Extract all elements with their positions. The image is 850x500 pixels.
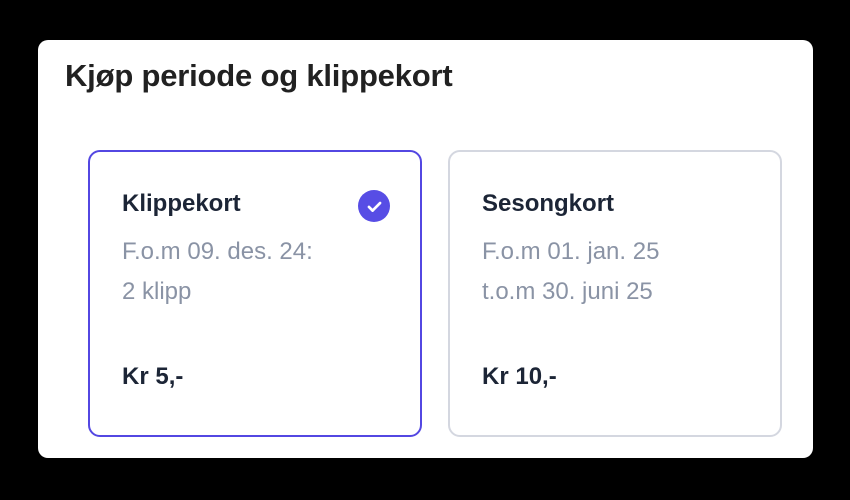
option-card-sesongkort[interactable]: Sesongkort F.o.m 01. jan. 25 t.o.m 30. j… [448, 150, 782, 437]
ticket-options: Klippekort F.o.m 09. des. 24: 2 klipp Kr… [88, 150, 782, 437]
checkmark-icon [358, 190, 390, 222]
purchase-panel: Kjøp periode og klippekort Klippekort F.… [38, 40, 813, 458]
card-period: F.o.m 09. des. 24: 2 klipp [122, 232, 390, 312]
card-title: Klippekort [122, 190, 241, 217]
period-line: t.o.m 30. juni 25 [482, 278, 653, 305]
period-line: 2 klipp [122, 278, 192, 305]
period-line: F.o.m 01. jan. 25 [482, 238, 660, 265]
card-header: Sesongkort [482, 188, 750, 220]
card-header: Klippekort [122, 188, 390, 222]
card-price: Kr 10,- [482, 363, 557, 390]
card-period: F.o.m 01. jan. 25 t.o.m 30. juni 25 [482, 232, 750, 312]
option-card-klippekort[interactable]: Klippekort F.o.m 09. des. 24: 2 klipp Kr… [88, 150, 422, 437]
page-title: Kjøp periode og klippekort [65, 58, 453, 93]
card-title: Sesongkort [482, 190, 615, 217]
period-line: F.o.m 09. des. 24: [122, 238, 313, 265]
card-price: Kr 5,- [122, 363, 184, 390]
